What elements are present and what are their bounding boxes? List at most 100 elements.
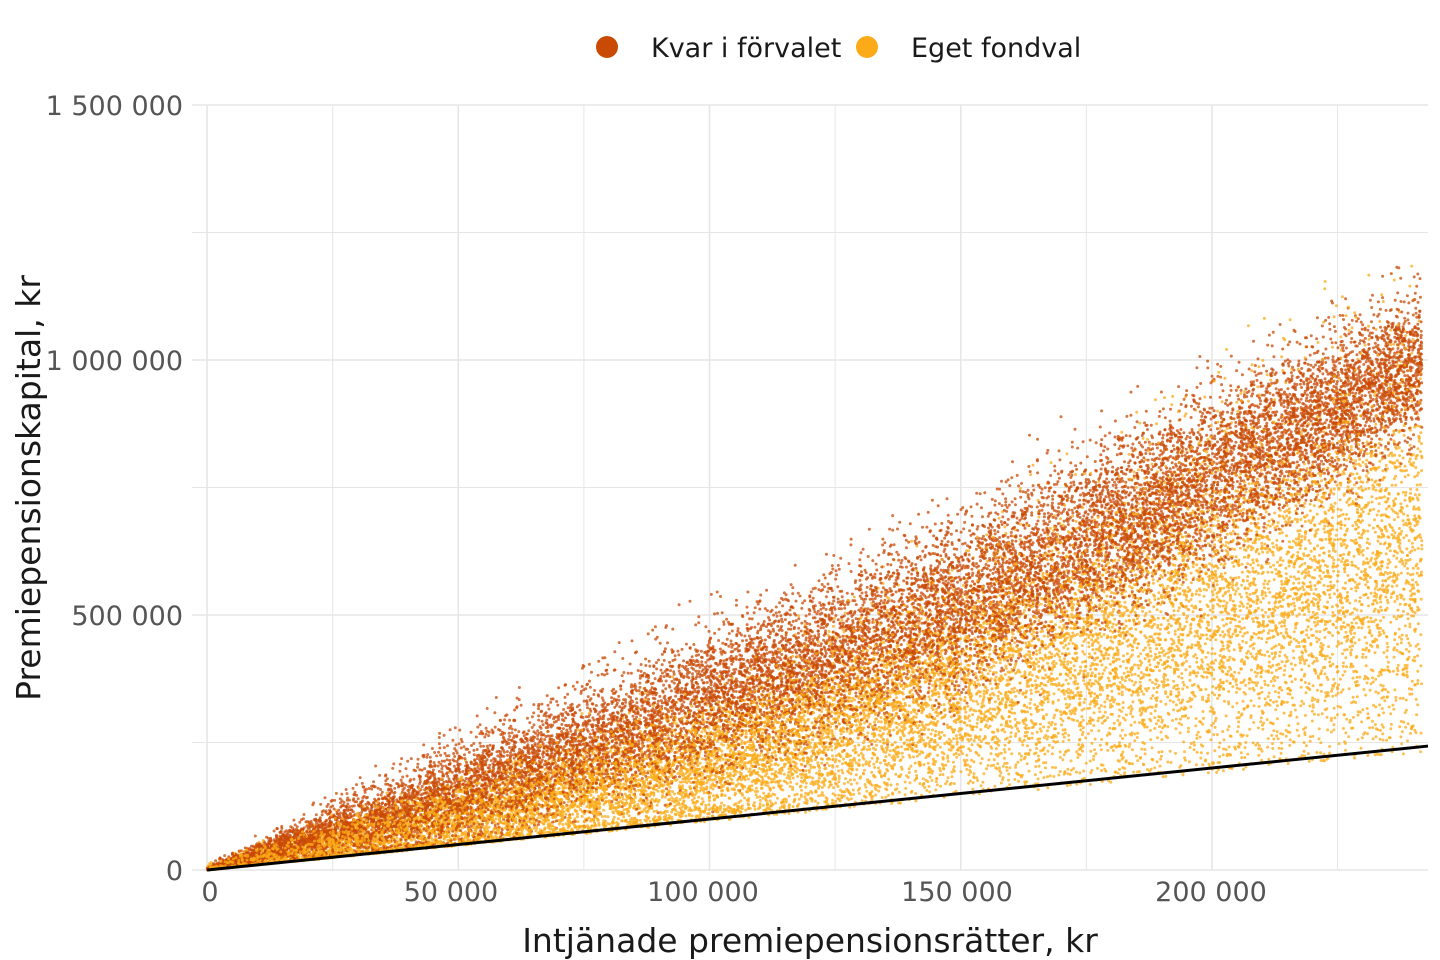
point-eget-fondval xyxy=(1235,730,1239,734)
point-eget-fondval xyxy=(1334,533,1338,537)
point-eget-fondval xyxy=(575,815,579,819)
point-eget-fondval xyxy=(1307,570,1311,574)
point-eget-fondval xyxy=(1379,605,1383,609)
point-eget-fondval xyxy=(1284,572,1288,576)
point-eget-fondval xyxy=(1375,601,1379,605)
point-eget-fondval xyxy=(1068,634,1072,638)
point-eget-fondval xyxy=(909,711,913,714)
point-eget-fondval xyxy=(1416,654,1420,658)
point-eget-fondval xyxy=(1108,662,1112,666)
point-eget-fondval xyxy=(1186,646,1189,650)
point-eget-fondval xyxy=(1117,657,1121,661)
point-eget-fondval xyxy=(1072,767,1076,770)
point-eget-fondval xyxy=(1112,656,1115,660)
point-eget-fondval xyxy=(1367,604,1370,608)
point-eget-fondval xyxy=(821,744,825,748)
point-eget-fondval xyxy=(1148,663,1152,667)
point-eget-fondval xyxy=(1383,699,1387,703)
point-eget-fondval xyxy=(978,667,982,670)
point-eget-fondval xyxy=(1226,629,1230,633)
point-eget-fondval xyxy=(720,801,723,805)
point-eget-fondval xyxy=(1297,577,1301,581)
point-eget-fondval xyxy=(1292,565,1296,569)
point-eget-fondval xyxy=(1057,773,1061,777)
point-eget-fondval xyxy=(1194,763,1198,767)
point-eget-fondval xyxy=(1339,526,1343,530)
point-eget-fondval xyxy=(1380,519,1384,523)
point-eget-fondval xyxy=(769,794,773,798)
point-eget-fondval xyxy=(1010,752,1014,756)
point-eget-fondval xyxy=(1361,460,1365,464)
point-eget-fondval xyxy=(1402,536,1406,540)
point-eget-fondval xyxy=(1013,641,1017,645)
point-eget-fondval xyxy=(1376,588,1380,592)
point-eget-fondval xyxy=(1280,741,1284,745)
point-eget-fondval xyxy=(1003,693,1007,697)
point-eget-fondval xyxy=(988,669,992,673)
point-eget-fondval xyxy=(1417,574,1421,578)
point-eget-fondval xyxy=(931,708,935,712)
point-eget-fondval xyxy=(1083,652,1087,656)
point-eget-fondval xyxy=(1264,610,1268,614)
point-eget-fondval xyxy=(1291,649,1295,653)
point-eget-fondval xyxy=(1249,529,1253,533)
point-eget-fondval xyxy=(1057,551,1061,555)
point-eget-fondval xyxy=(1281,598,1285,602)
point-eget-fondval xyxy=(1342,621,1346,625)
point-eget-fondval xyxy=(1133,663,1137,667)
point-eget-fondval xyxy=(770,751,774,755)
point-eget-fondval xyxy=(888,749,892,753)
point-eget-fondval xyxy=(1266,523,1270,527)
point-eget-fondval xyxy=(1281,634,1285,638)
point-eget-fondval xyxy=(680,805,684,809)
point-eget-fondval xyxy=(1276,521,1280,525)
point-eget-fondval xyxy=(1013,711,1017,715)
point-eget-fondval xyxy=(1318,598,1322,602)
point-eget-fondval xyxy=(1404,493,1407,497)
point-eget-fondval xyxy=(1357,543,1361,547)
point-eget-fondval xyxy=(1338,677,1342,681)
point-eget-fondval xyxy=(1277,746,1281,750)
point-eget-fondval xyxy=(1243,555,1246,559)
point-eget-fondval xyxy=(1315,659,1319,663)
point-eget-fondval xyxy=(1003,743,1007,747)
point-eget-fondval xyxy=(1198,566,1202,570)
point-eget-fondval xyxy=(1017,752,1021,756)
point-eget-fondval xyxy=(1243,746,1247,750)
point-eget-fondval xyxy=(1078,753,1082,757)
point-eget-fondval xyxy=(1239,595,1243,599)
point-eget-fondval xyxy=(1149,712,1153,715)
point-eget-fondval xyxy=(1322,571,1325,574)
point-eget-fondval xyxy=(1042,725,1046,729)
point-eget-fondval xyxy=(860,799,864,803)
point-eget-fondval xyxy=(663,795,667,799)
point-eget-fondval xyxy=(1334,304,1338,308)
point-eget-fondval xyxy=(1133,672,1137,676)
point-eget-fondval xyxy=(1076,691,1080,695)
point-eget-fondval xyxy=(850,699,854,703)
point-eget-fondval xyxy=(976,779,980,782)
point-eget-fondval xyxy=(1131,762,1134,766)
point-eget-fondval xyxy=(1066,767,1070,771)
point-eget-fondval xyxy=(1321,487,1325,491)
point-eget-fondval xyxy=(1240,562,1244,566)
point-eget-fondval xyxy=(912,755,915,759)
point-eget-fondval xyxy=(1400,529,1404,533)
point-eget-fondval xyxy=(917,622,921,626)
point-eget-fondval xyxy=(1010,707,1014,711)
point-eget-fondval xyxy=(1414,697,1418,701)
point-eget-fondval xyxy=(1419,450,1422,454)
point-eget-fondval xyxy=(1312,592,1316,596)
point-eget-fondval xyxy=(1354,459,1358,463)
point-eget-fondval xyxy=(1073,668,1077,672)
point-eget-fondval xyxy=(1187,633,1191,637)
point-eget-fondval xyxy=(1285,534,1289,538)
point-eget-fondval xyxy=(1351,715,1355,719)
point-eget-fondval xyxy=(1202,594,1206,598)
point-eget-fondval xyxy=(1093,692,1097,696)
point-eget-fondval xyxy=(1288,743,1292,747)
point-eget-fondval xyxy=(1206,663,1210,667)
point-eget-fondval xyxy=(888,691,892,695)
point-eget-fondval xyxy=(944,782,948,786)
point-eget-fondval xyxy=(1392,655,1396,659)
